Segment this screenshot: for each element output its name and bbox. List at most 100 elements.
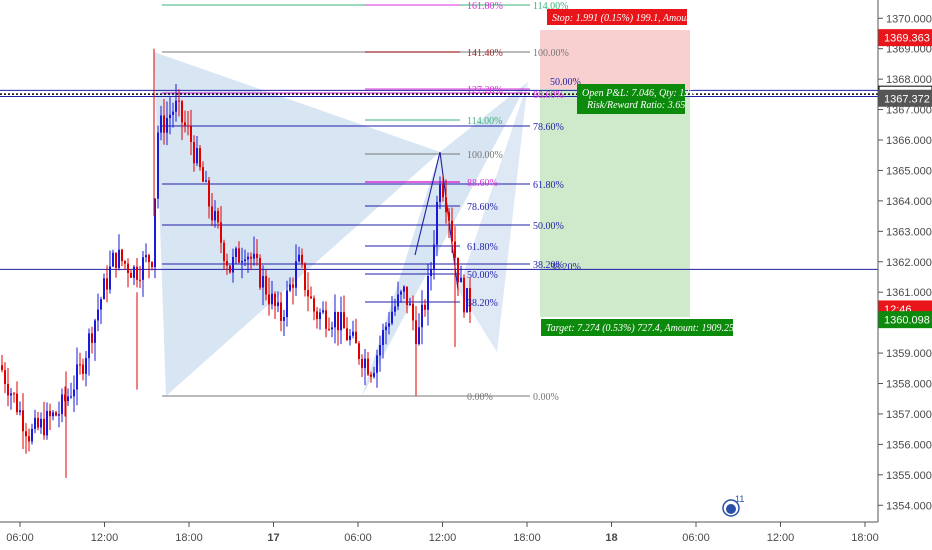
price-tick-label: 1358.000 bbox=[886, 379, 932, 391]
candle-body bbox=[235, 248, 237, 257]
candle-body bbox=[196, 148, 198, 164]
fib-label: 38.20% bbox=[467, 298, 498, 309]
candle-body bbox=[343, 312, 345, 329]
candle-body bbox=[286, 290, 288, 318]
time-axis[interactable]: 06:00 12:00 18:00 17 06:00 12:00 18:00 18 06:00 1… bbox=[6, 522, 879, 544]
harmonic-pattern-tail bbox=[458, 82, 528, 352]
time-tick-label: 12:00 bbox=[767, 532, 795, 544]
candle-body bbox=[460, 277, 462, 283]
candle-body bbox=[283, 317, 285, 321]
fib-label: 161.80% bbox=[467, 1, 503, 12]
candle-body bbox=[73, 389, 75, 397]
candle-body bbox=[133, 266, 135, 278]
candle-body bbox=[130, 272, 132, 278]
candle-body bbox=[352, 331, 354, 336]
candle-body bbox=[247, 256, 249, 260]
candle-body bbox=[166, 118, 168, 133]
candle-body bbox=[397, 294, 399, 307]
candle-body bbox=[49, 410, 51, 417]
horizontal-lines bbox=[0, 89, 878, 270]
candle-body bbox=[79, 364, 81, 366]
candle-body bbox=[46, 410, 48, 436]
event-marker[interactable]: 11 bbox=[722, 494, 744, 517]
candle-body bbox=[349, 335, 351, 341]
candle-body bbox=[175, 100, 177, 112]
candle-body bbox=[31, 428, 33, 442]
candle-body bbox=[70, 396, 72, 398]
candle-body bbox=[211, 206, 213, 221]
candle-body bbox=[382, 330, 384, 346]
fib-label: 100.00% bbox=[467, 150, 503, 161]
candle-body bbox=[76, 364, 78, 390]
time-tick-label: 18:00 bbox=[851, 532, 879, 544]
candle-body bbox=[388, 323, 390, 327]
candle-body bbox=[376, 355, 378, 373]
fib-label: 61.80% bbox=[467, 242, 498, 253]
candle-body bbox=[1, 365, 3, 371]
candle-body bbox=[118, 249, 120, 268]
candle-body bbox=[337, 311, 339, 331]
candle-body bbox=[394, 306, 396, 312]
fib-lines bbox=[162, 4, 530, 397]
candle-body bbox=[316, 311, 318, 320]
candle-body bbox=[106, 278, 108, 290]
candle-body bbox=[358, 343, 360, 359]
candle-body bbox=[298, 254, 300, 262]
time-tick-label: 12:00 bbox=[91, 532, 119, 544]
open-pnl-label: Open P&L: 7.046, Qty: 125 bbox=[582, 88, 694, 99]
candle-body bbox=[85, 358, 87, 374]
candle-body bbox=[37, 417, 39, 428]
fib-labels: 161.80% 114.00% 141.40% 100.00% 127.20% … bbox=[467, 1, 581, 403]
candle-body bbox=[331, 327, 333, 330]
target-zone bbox=[540, 89, 690, 317]
candle-body bbox=[223, 242, 225, 261]
candle-body bbox=[34, 417, 36, 429]
candle-body bbox=[412, 303, 414, 321]
candle-body bbox=[319, 312, 321, 320]
price-tick-label: 1367.000 bbox=[886, 105, 932, 117]
time-tick-label: 18:00 bbox=[175, 532, 203, 544]
fib-label: 38.20% bbox=[533, 260, 564, 271]
time-tick-label: 06:00 bbox=[682, 532, 710, 544]
candle-body bbox=[442, 184, 444, 198]
candle-body bbox=[289, 284, 291, 291]
candle-body bbox=[370, 374, 372, 377]
candle-body bbox=[55, 412, 57, 416]
target-label-box: Target: 7.274 (0.53%) 727.4, Amount: 190… bbox=[541, 319, 734, 336]
candle-body bbox=[151, 262, 153, 268]
candle-body bbox=[193, 142, 195, 164]
price-tick-label: 1366.000 bbox=[886, 135, 932, 147]
time-tick-label: 17 bbox=[267, 532, 279, 544]
candle-body bbox=[25, 431, 27, 437]
harmonic-pattern-right bbox=[362, 82, 528, 396]
candle-body bbox=[406, 286, 408, 306]
candle-body bbox=[160, 115, 162, 133]
candle-body bbox=[256, 253, 258, 259]
candle-body bbox=[466, 288, 468, 313]
candle-body bbox=[448, 212, 450, 221]
candle-body bbox=[355, 331, 357, 344]
fib-label: 78.60% bbox=[467, 202, 498, 213]
candle-body bbox=[217, 211, 219, 223]
candle-body bbox=[7, 383, 9, 396]
price-tick-label: 1354.000 bbox=[886, 500, 932, 512]
price-badge bbox=[878, 89, 932, 107]
candle-body bbox=[409, 303, 411, 306]
candle-body bbox=[439, 184, 441, 203]
candle-body bbox=[346, 328, 348, 341]
candle-body bbox=[64, 394, 66, 402]
time-tick-label: 18:00 bbox=[513, 532, 541, 544]
candle-body bbox=[301, 254, 303, 264]
candle-body bbox=[310, 296, 312, 299]
candle-body bbox=[334, 311, 336, 328]
event-marker-count: 11 bbox=[735, 494, 744, 504]
candle-body bbox=[178, 100, 180, 102]
candle-body bbox=[187, 125, 189, 127]
candle-body bbox=[184, 122, 186, 126]
candle-body bbox=[214, 211, 216, 221]
candle-body bbox=[262, 276, 264, 288]
candle-body bbox=[124, 261, 126, 264]
candle-body bbox=[268, 294, 270, 305]
